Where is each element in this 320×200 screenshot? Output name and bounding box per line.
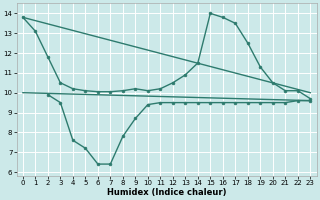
- X-axis label: Humidex (Indice chaleur): Humidex (Indice chaleur): [107, 188, 226, 197]
